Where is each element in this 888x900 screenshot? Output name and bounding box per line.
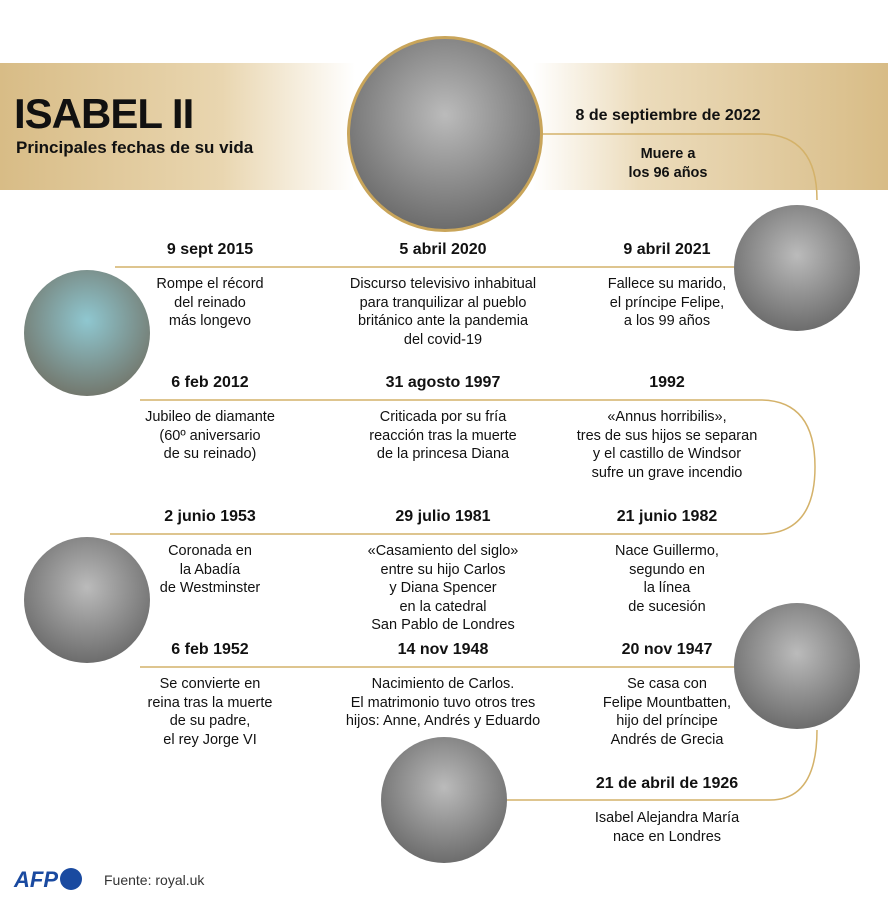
event-description: Isabel Alejandra María nace en Londres bbox=[594, 810, 740, 845]
event-description: Discurso televisivo inhabitual para tran… bbox=[349, 276, 537, 348]
event-description: «Annus horribilis», tres de sus hijos se… bbox=[576, 409, 758, 481]
event-description: Rompe el récord del reinado más longevo bbox=[156, 276, 264, 329]
timeline-event: 9 abril 2021 Fallece su marido, el prínci… bbox=[557, 241, 777, 331]
event-date: 6 feb 2012 bbox=[171, 374, 249, 391]
event-date: 1992 bbox=[649, 374, 685, 391]
timeline-event: 6 feb 1952 Se convierte en reina tras la … bbox=[100, 641, 320, 749]
photo-queen-philip bbox=[734, 205, 860, 331]
photo-coronation bbox=[24, 537, 150, 663]
event-description: Nace Guillermo, segundo en la línea de s… bbox=[615, 543, 719, 615]
photo-queen-2020 bbox=[347, 36, 543, 232]
event-date: 29 julio 1981 bbox=[395, 508, 491, 525]
timeline-event: 14 nov 1948 Nacimiento de Carlos. El matr… bbox=[333, 641, 553, 731]
timeline-event: 21 junio 1982 Nace Guillermo, segundo en … bbox=[557, 508, 777, 616]
event-date: 2 junio 1953 bbox=[164, 508, 256, 525]
event-description: Muere a los 96 años bbox=[628, 146, 708, 181]
event-date: 31 agosto 1997 bbox=[385, 374, 501, 391]
event-date: 14 nov 1948 bbox=[397, 641, 489, 658]
event-date: 5 abril 2020 bbox=[399, 241, 487, 258]
timeline-event: 1992 «Annus horribilis», tres de sus hijo… bbox=[557, 374, 777, 482]
event-description: Criticada por su fría reacción tras la m… bbox=[369, 409, 517, 462]
source-note: Fuente: royal.uk bbox=[104, 872, 205, 888]
event-date: 8 de septiembre de 2022 bbox=[575, 107, 761, 124]
timeline-event: 9 sept 2015 Rompe el récord del reinado m… bbox=[100, 241, 320, 331]
event-description: Coronada en la Abadía de Westminster bbox=[159, 543, 261, 596]
photo-queen-blue-hat bbox=[24, 270, 150, 396]
event-date: 20 nov 1947 bbox=[621, 641, 713, 658]
page-subtitle: Principales fechas de su vida bbox=[16, 138, 254, 157]
event-description: Jubileo de diamante (60º aniversario de … bbox=[145, 409, 275, 462]
event-date: 9 sept 2015 bbox=[166, 241, 254, 258]
event-date: 9 abril 2021 bbox=[623, 241, 711, 258]
page-title: ISABEL II bbox=[14, 90, 194, 137]
timeline-event: 20 nov 1947 Se casa con Felipe Mountbatte… bbox=[557, 641, 777, 749]
timeline-event: 21 de abril de 1926 Isabel Alejandra Marí… bbox=[557, 775, 777, 846]
event-date: 6 feb 1952 bbox=[171, 641, 249, 658]
event-description: Se casa con Felipe Mountbatten, hijo del… bbox=[602, 676, 732, 748]
event-description: Fallece su marido, el príncipe Felipe, a… bbox=[607, 276, 727, 329]
timeline-event: 2 junio 1953 Coronada en la Abadía de Wes… bbox=[100, 508, 320, 598]
event-description: Se convierte en reina tras la muerte de … bbox=[147, 676, 273, 748]
event-description: «Casamiento del siglo» entre su hijo Car… bbox=[367, 543, 519, 633]
timeline-event: 29 julio 1981 «Casamiento del siglo» entr… bbox=[333, 508, 553, 635]
timeline-event: 5 abril 2020 Discurso televisivo inhabitu… bbox=[333, 241, 553, 349]
event-description: Nacimiento de Carlos. El matrimonio tuvo… bbox=[345, 676, 541, 729]
photo-wedding bbox=[734, 603, 860, 729]
timeline-event: 8 de septiembre de 2022 Muere a los 96 añ… bbox=[558, 107, 778, 182]
event-date: 21 de abril de 1926 bbox=[595, 775, 739, 792]
event-date: 21 junio 1982 bbox=[616, 508, 718, 525]
afp-logo: AFP bbox=[14, 867, 82, 893]
timeline-event: 6 feb 2012 Jubileo de diamante (60º anive… bbox=[100, 374, 320, 464]
photo-queen-mother bbox=[381, 737, 507, 863]
timeline-event: 31 agosto 1997 Criticada por su fría reac… bbox=[333, 374, 553, 464]
